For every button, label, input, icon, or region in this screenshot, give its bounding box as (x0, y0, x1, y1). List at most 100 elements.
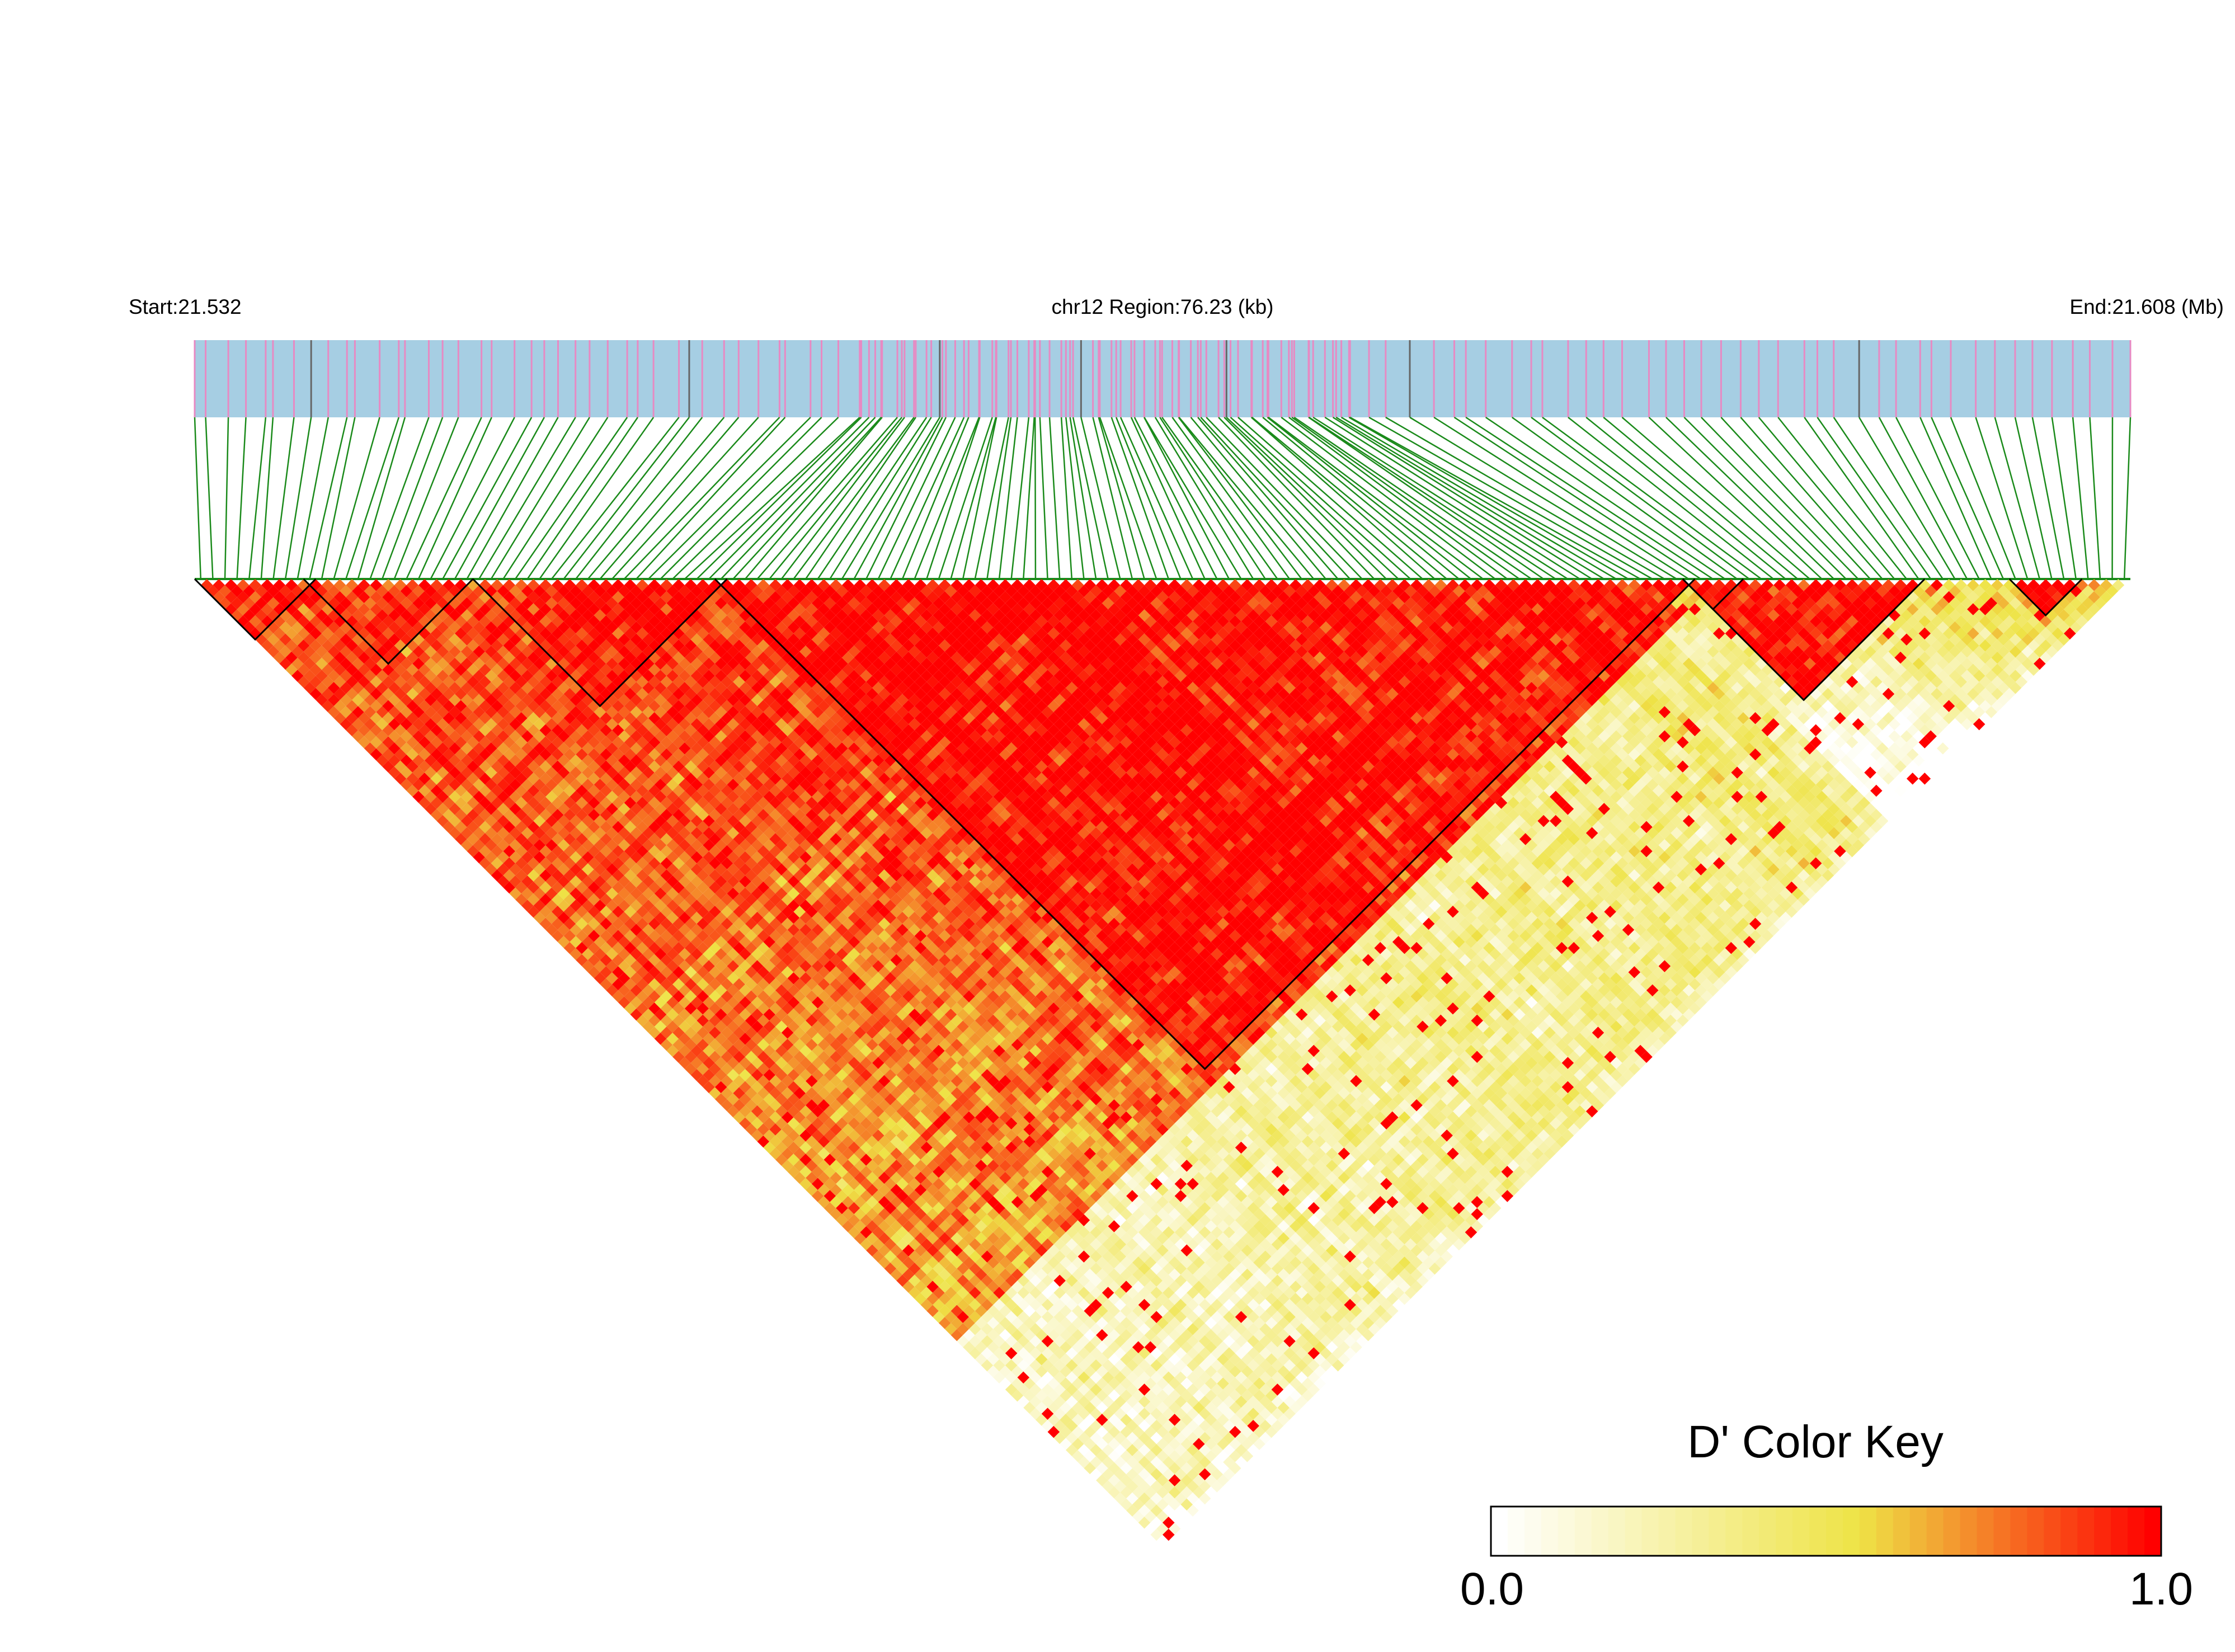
connector-line (1178, 417, 1315, 580)
connector-line (260, 417, 274, 580)
connector-line (1251, 417, 1447, 580)
connector-line (1348, 416, 1629, 580)
connector-line (998, 417, 1018, 580)
connector-line (2051, 417, 2077, 580)
connector-line (321, 417, 356, 580)
connector-line (1161, 417, 1278, 580)
connector-line (575, 417, 703, 580)
connector-line (1465, 416, 1714, 580)
connector-line (430, 417, 515, 580)
connector-line (950, 417, 997, 580)
connector-line (914, 417, 980, 580)
connector-line (393, 417, 459, 580)
connector-line (406, 417, 482, 580)
connector-line (297, 417, 329, 580)
connector-line (817, 417, 928, 580)
connector-line (490, 417, 590, 580)
connector-line (611, 417, 759, 580)
connector-line (1224, 417, 1387, 580)
connector-line (478, 417, 576, 580)
connector-line (901, 417, 970, 580)
connector-line (1324, 416, 1580, 580)
connector-line (1238, 417, 1423, 580)
connector-line (599, 417, 740, 580)
connector-line (1621, 417, 1810, 580)
connector-line (345, 417, 399, 580)
connector-line (2089, 417, 2101, 580)
connector-line (1833, 417, 1944, 580)
connector-line (1190, 417, 1326, 580)
connector-line (1226, 417, 1399, 580)
connector-line (1144, 417, 1230, 580)
connector-line (248, 417, 267, 580)
connector-line (382, 417, 444, 580)
connector-line (1159, 417, 1266, 580)
connector-line (1065, 417, 1085, 580)
connector-line (417, 417, 492, 580)
connector-line (1720, 417, 1871, 580)
snp-position-track (194, 340, 2132, 417)
connector-line (1098, 417, 1145, 580)
connector-line (986, 417, 1012, 580)
end-label: End:21.608 (Mb) (2069, 295, 2224, 318)
connector-line (1034, 417, 1037, 580)
connector-line (333, 417, 380, 580)
connector-line (805, 417, 916, 580)
connector-line (1206, 417, 1363, 580)
connector-line (2123, 417, 2132, 580)
connector-line (793, 417, 915, 580)
connector-line (841, 417, 940, 580)
connector-line (1154, 417, 1254, 580)
connector-line (1758, 417, 1895, 580)
connector-line (1048, 417, 1061, 580)
connector-line (1092, 417, 1133, 580)
connector-line (720, 417, 876, 580)
connector-line (236, 417, 247, 580)
connector-line (1262, 417, 1460, 580)
connector-line (1858, 417, 1956, 580)
connector-line (1665, 417, 1835, 580)
connector-line (865, 417, 947, 580)
connector-line (877, 417, 956, 580)
connector-line (769, 417, 902, 580)
connector-line (756, 417, 898, 580)
connector-line (272, 417, 295, 580)
connector-line (587, 417, 725, 580)
connector-line (515, 417, 628, 580)
connector-line (1069, 417, 1097, 580)
connector-line (1385, 416, 1665, 580)
connector-line (962, 417, 997, 580)
connector-line (853, 417, 943, 580)
connector-line (1023, 417, 1035, 580)
connector-line (1080, 417, 1121, 580)
connector-line (1531, 416, 1750, 580)
connector-line (2072, 417, 2089, 580)
connector-line (1178, 417, 1302, 580)
connector-line (1288, 416, 1508, 580)
connector-line (1950, 417, 2016, 580)
connector-line (1039, 417, 1048, 580)
connector-line (563, 417, 690, 580)
connector-line (194, 417, 202, 580)
connector-line (1740, 417, 1883, 580)
connector-line (1568, 417, 1774, 580)
connector-line (1293, 416, 1532, 580)
connector-line (309, 417, 348, 580)
connector-line (1895, 417, 1980, 580)
connector-line (623, 417, 780, 580)
connector-line (1975, 417, 2029, 580)
connector-line (829, 417, 932, 580)
connector-line (1144, 417, 1242, 580)
connector-line (369, 417, 430, 580)
connector-line (1340, 416, 1617, 580)
connector-line (672, 417, 839, 580)
connector-line (1585, 417, 1786, 580)
connector-line (1010, 417, 1030, 580)
connector-line (696, 417, 862, 580)
connector-line (1116, 417, 1182, 580)
connector-line (1453, 416, 1701, 580)
connector-line (1308, 416, 1544, 580)
connector-line (1349, 416, 1641, 580)
connector-line (502, 417, 609, 580)
